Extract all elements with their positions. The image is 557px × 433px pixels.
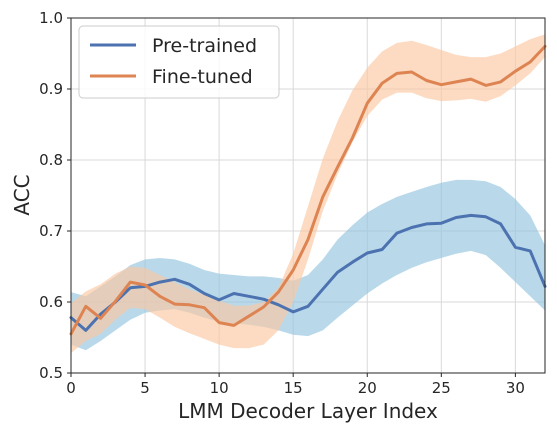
series-line-pre-trained bbox=[69, 213, 547, 332]
y-tick-label: 1.0 bbox=[39, 9, 63, 27]
x-axis-label: LMM Decoder Layer Index bbox=[178, 399, 438, 423]
y-tick-label: 0.7 bbox=[39, 222, 63, 240]
series-line-fine-tuned bbox=[69, 44, 547, 336]
y-tick-label: 0.6 bbox=[39, 293, 63, 311]
band-fine-tuned bbox=[71, 34, 545, 354]
x-axis-ticks: 0 5 10 15 20 25 30 bbox=[66, 373, 525, 397]
y-axis-label: ACC bbox=[10, 174, 34, 215]
legend-label-pre-trained: Pre-trained bbox=[152, 35, 257, 57]
y-tick-label: 0.9 bbox=[39, 80, 63, 98]
x-tick-label: 10 bbox=[210, 379, 229, 397]
plot-frame bbox=[70, 17, 546, 374]
y-axis-ticks: 0.5 0.6 0.7 0.8 0.9 1.0 bbox=[39, 9, 71, 382]
legend: Pre-trained Fine-tuned bbox=[78, 25, 280, 99]
x-tick-label: 0 bbox=[66, 379, 76, 397]
x-tick-label: 30 bbox=[506, 379, 525, 397]
series-lines bbox=[69, 44, 547, 336]
x-tick-label: 25 bbox=[432, 379, 451, 397]
x-tick-label: 15 bbox=[284, 379, 303, 397]
x-tick-label: 20 bbox=[358, 379, 377, 397]
y-tick-label: 0.8 bbox=[39, 151, 63, 169]
y-tick-label: 0.5 bbox=[39, 364, 63, 382]
x-tick-label: 5 bbox=[140, 379, 150, 397]
legend-label-fine-tuned: Fine-tuned bbox=[152, 66, 253, 88]
